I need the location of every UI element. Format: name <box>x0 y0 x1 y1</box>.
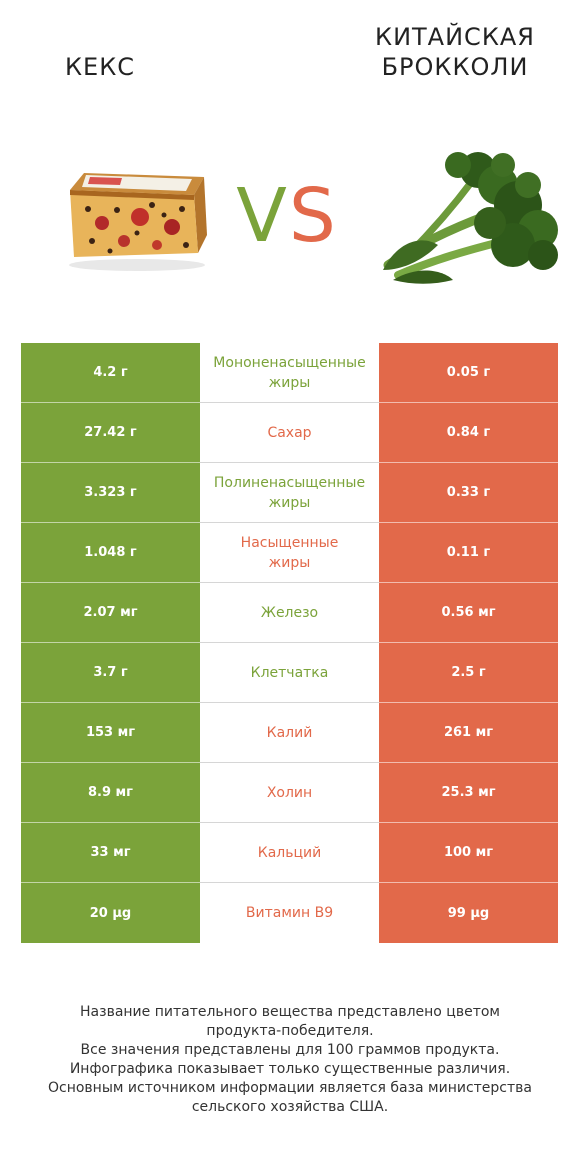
nutrient-name: Полиненасыщенные жиры <box>200 463 379 523</box>
right-value: 0.05 г <box>379 343 558 403</box>
left-value: 33 мг <box>21 823 200 883</box>
right-value: 0.11 г <box>379 523 558 583</box>
table-row: 3.323 г Полиненасыщенные жиры 0.33 г <box>21 463 558 523</box>
nutrient-name: Сахар <box>200 403 379 463</box>
left-value: 8.9 мг <box>21 763 200 823</box>
nutrient-name: Кальций <box>200 823 379 883</box>
right-value: 0.56 мг <box>379 583 558 643</box>
left-value: 20 µg <box>21 883 200 943</box>
left-product-title: КЕКС <box>65 53 135 81</box>
left-value: 3.323 г <box>21 463 200 523</box>
table-row: 4.2 г Мононенасыщенные жиры 0.05 г <box>21 343 558 403</box>
nutrient-name: Калий <box>200 703 379 763</box>
footer-note: Название питательного вещества представл… <box>48 1004 532 1115</box>
left-value: 4.2 г <box>21 343 200 403</box>
nutrient-name: Мононенасыщенные жиры <box>200 343 379 403</box>
nutrient-name: Витамин B9 <box>245 905 334 921</box>
table-row: 2.07 мг Железо 0.56 мг <box>21 583 558 643</box>
left-value: 2.07 мг <box>21 583 200 643</box>
table-row: 27.42 г Сахар 0.84 г <box>21 403 558 463</box>
table-row: 153 мг Калий 261 мг <box>21 703 558 763</box>
right-value: 261 мг <box>379 703 558 763</box>
table-row: 33 мг Кальций 100 мг <box>21 823 558 883</box>
left-value: 1.048 г <box>21 523 200 583</box>
right-product-title: КИТАЙСКАЯ БРОККОЛИ <box>375 23 535 81</box>
cake-image <box>69 173 207 271</box>
nutrient-name: Холин <box>200 763 379 823</box>
nutrient-name: Железо <box>200 583 379 643</box>
nutrient-name: Клетчатка <box>200 643 379 703</box>
right-value: 25.3 мг <box>379 763 558 823</box>
table-row: 20 µg Витамин B9 99 µg <box>21 883 558 943</box>
broccoli-image <box>383 152 558 284</box>
table-row: 1.048 г Насыщенные жиры 0.11 г <box>21 523 558 583</box>
left-value: 27.42 г <box>21 403 200 463</box>
vs-label: VS <box>236 173 338 259</box>
left-value: 153 мг <box>21 703 200 763</box>
right-value: 2.5 г <box>379 643 558 703</box>
right-value: 0.84 г <box>379 403 558 463</box>
right-value: 99 µg <box>379 883 558 943</box>
left-value: 3.7 г <box>21 643 200 703</box>
right-value: 0.33 г <box>379 463 558 523</box>
nutrient-name: Насыщенные жиры <box>200 523 379 583</box>
table-row: 8.9 мг Холин 25.3 мг <box>21 763 558 823</box>
right-value: 100 мг <box>379 823 558 883</box>
table-row: 3.7 г Клетчатка 2.5 г <box>21 643 558 703</box>
